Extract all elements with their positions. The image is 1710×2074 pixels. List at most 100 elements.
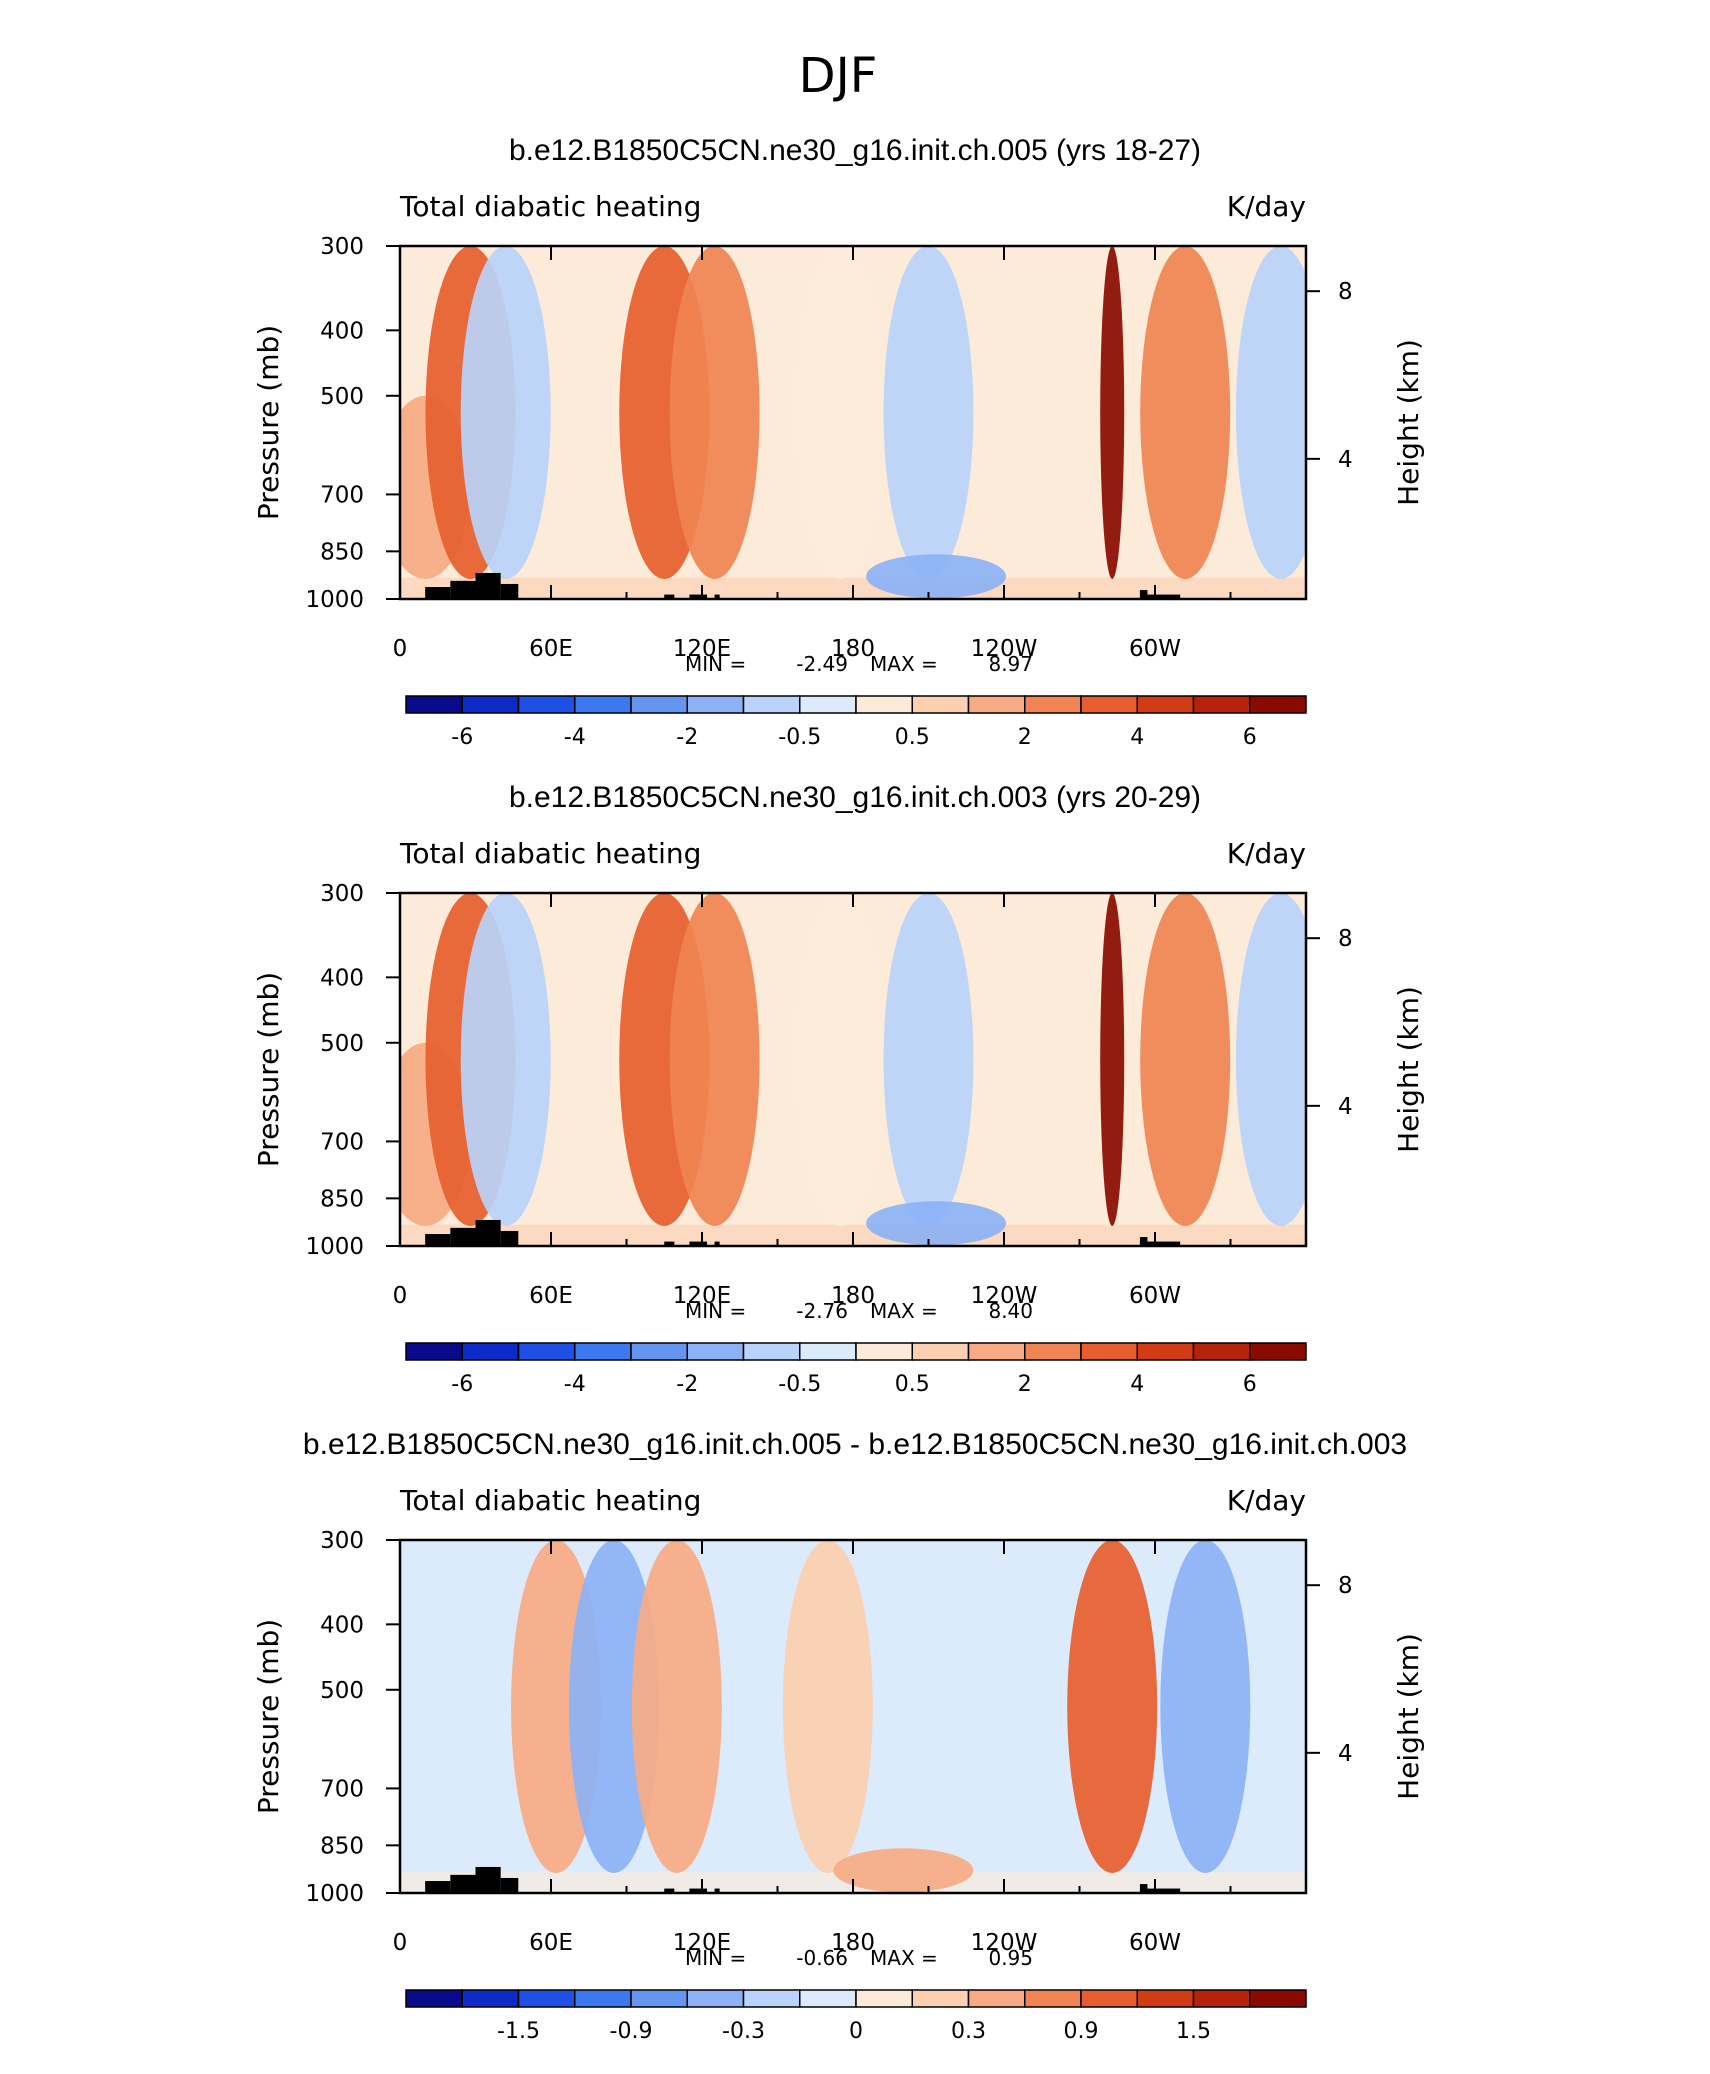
field-feature-4: [833, 1848, 974, 1893]
y-tick-label: 850: [320, 539, 364, 565]
field-feature-1: [568, 1540, 659, 1873]
x-tick-label: 180: [831, 1283, 875, 1309]
orography-block: [664, 1241, 675, 1246]
colorbar-swatch: [630, 695, 688, 714]
orography-block: [1139, 1884, 1148, 1893]
colorbar-swatch: [855, 695, 913, 714]
field-feature-8: [1100, 246, 1125, 579]
field-feature-7: [866, 554, 1007, 599]
colorbar-swatch: [574, 1342, 632, 1361]
orography-block: [664, 594, 675, 599]
panel-title: b.e12.B1850C5CN.ne30_g16.init.ch.005 - b…: [303, 1428, 1407, 1461]
colorbar-swatch: [742, 1989, 801, 2008]
field-feature-8: [1100, 893, 1125, 1226]
field-feature-9: [1140, 893, 1231, 1226]
colorbar-label: -0.5: [778, 725, 821, 750]
panel-3: b.e12.B1850C5CN.ne30_g16.init.ch.005 - b…: [252, 1428, 1425, 2044]
field-feature-3: [782, 1540, 873, 1873]
orography-block: [1147, 1241, 1181, 1246]
colorbar-swatch: [405, 1989, 463, 2008]
colorbar-swatch: [1080, 1989, 1138, 2008]
colorbar-swatch: [1192, 1989, 1251, 2008]
orography-block: [714, 1888, 720, 1893]
orography-block: [1139, 590, 1148, 599]
orography-block: [425, 1234, 451, 1246]
orography-block: [664, 1888, 675, 1893]
y-tick-label: 500: [320, 1031, 364, 1057]
x-tick-label: 180: [831, 636, 875, 662]
panel-2: b.e12.B1850C5CN.ne30_g16.init.ch.003 (yr…: [252, 781, 1425, 1397]
orography-block: [500, 583, 519, 599]
colorbar-swatch: [742, 695, 801, 714]
colorbar-swatch: [799, 1342, 857, 1361]
x-tick-label: 60W: [1129, 636, 1181, 662]
y-right-tick-label: 8: [1338, 926, 1353, 952]
colorbar-label: -0.3: [722, 2019, 765, 2044]
x-tick-label: 120E: [673, 1930, 731, 1956]
colorbar-swatch: [799, 1989, 857, 2008]
colorbar-swatch: [1249, 1989, 1307, 2008]
colorbar-label: -1.5: [497, 2019, 540, 2044]
orography-block: [714, 594, 720, 599]
colorbar-label: 0: [849, 2019, 863, 2044]
colorbar-label: -4: [564, 1372, 586, 1397]
field-feature-7: [866, 1201, 1007, 1246]
x-tick-label: 120W: [971, 1930, 1038, 1956]
orography-block: [475, 572, 501, 599]
orography-block: [500, 1877, 519, 1893]
colorbar-swatch: [855, 1342, 913, 1361]
x-tick-label: 0: [393, 636, 408, 662]
x-tick-label: 60W: [1129, 1930, 1181, 1956]
x-tick-label: 60E: [529, 636, 573, 662]
colorbar-swatch: [911, 695, 970, 714]
field-feature-2: [460, 246, 551, 579]
y-axis-label: Pressure (mb): [252, 325, 285, 520]
orography-block: [475, 1219, 501, 1246]
colorbar-swatch: [1249, 695, 1307, 714]
orography-block: [689, 1241, 708, 1246]
colorbar-swatch: [574, 695, 632, 714]
y-right-axis-label: Height (km): [1392, 1633, 1425, 1800]
field-feature-6: [883, 893, 974, 1226]
field-feature-2: [631, 1540, 722, 1873]
orography-block: [450, 1874, 476, 1893]
colorbar-swatch: [461, 1989, 520, 2008]
field-feature-4: [669, 246, 760, 579]
units-label: K/day: [1227, 190, 1306, 223]
colorbar-label: 2: [1018, 725, 1032, 750]
x-tick-label: 120W: [971, 636, 1038, 662]
colorbar-swatch: [1192, 695, 1251, 714]
x-tick-label: 120W: [971, 1283, 1038, 1309]
colorbar-swatch: [1024, 1342, 1082, 1361]
orography-block: [1147, 1888, 1181, 1893]
field-feature-6: [1160, 1540, 1251, 1873]
colorbar-swatch: [799, 695, 857, 714]
figure-title: DJF: [799, 48, 878, 104]
x-tick-label: 120E: [673, 636, 731, 662]
colorbar-label: 2: [1018, 1372, 1032, 1397]
heating-field: [400, 246, 1306, 599]
stat-min-label: MIN =: [685, 1946, 746, 1970]
y-right-tick-label: 4: [1338, 1094, 1353, 1120]
orography-block: [475, 1866, 501, 1893]
stat-max: 8.97: [988, 652, 1033, 676]
field-feature-10: [1235, 893, 1306, 1226]
units-label: K/day: [1227, 1484, 1306, 1517]
y-tick-label: 1000: [305, 1234, 364, 1260]
colorbar-swatch: [686, 1989, 745, 2008]
colorbar-swatch: [742, 1342, 801, 1361]
y-tick-label: 400: [320, 965, 364, 991]
y-tick-label: 700: [320, 1776, 364, 1802]
y-tick-label: 850: [320, 1833, 364, 1859]
y-tick-label: 500: [320, 384, 364, 410]
colorbar-label: -0.9: [610, 2019, 653, 2044]
colorbar-swatch: [686, 695, 745, 714]
orography-block: [425, 587, 451, 599]
y-right-tick-label: 8: [1338, 279, 1353, 305]
y-right-axis-label: Height (km): [1392, 986, 1425, 1153]
field-feature-4: [669, 893, 760, 1226]
colorbar-label: -6: [451, 1372, 473, 1397]
colorbar-swatch: [517, 1989, 576, 2008]
colorbar-swatch: [967, 695, 1026, 714]
stat-min: -0.66: [796, 1946, 848, 1970]
